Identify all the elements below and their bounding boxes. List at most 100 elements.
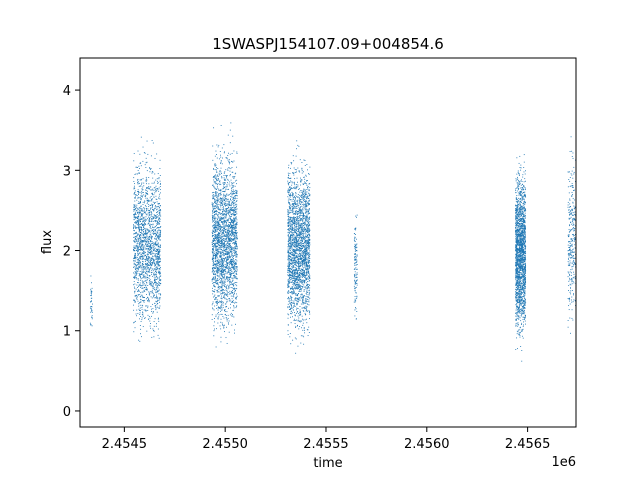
data-point bbox=[158, 219, 160, 221]
data-point bbox=[228, 188, 229, 190]
data-point bbox=[160, 192, 161, 194]
data-point bbox=[219, 291, 221, 293]
data-point bbox=[155, 190, 157, 192]
data-point bbox=[228, 262, 230, 264]
data-point bbox=[230, 196, 232, 197]
data-point bbox=[299, 215, 300, 217]
data-point bbox=[224, 217, 226, 219]
data-point bbox=[229, 290, 231, 292]
data-point bbox=[225, 224, 226, 226]
data-point bbox=[141, 273, 143, 274]
data-point bbox=[146, 238, 148, 240]
data-point bbox=[236, 201, 238, 203]
data-point bbox=[229, 244, 230, 246]
data-point bbox=[217, 200, 219, 202]
data-point bbox=[288, 209, 290, 211]
data-point bbox=[136, 298, 138, 300]
data-point bbox=[296, 300, 298, 302]
data-point bbox=[213, 291, 215, 293]
data-point bbox=[156, 237, 158, 239]
data-point bbox=[227, 205, 229, 207]
data-point bbox=[229, 204, 231, 206]
data-point bbox=[212, 230, 214, 232]
data-point bbox=[137, 197, 139, 199]
data-point bbox=[232, 265, 234, 267]
data-point bbox=[153, 210, 155, 212]
data-point bbox=[135, 260, 136, 262]
data-point bbox=[218, 264, 220, 265]
data-point bbox=[150, 243, 152, 245]
data-point bbox=[223, 282, 225, 284]
data-point bbox=[152, 247, 154, 249]
data-point bbox=[299, 311, 301, 312]
data-point bbox=[213, 325, 215, 327]
data-point bbox=[224, 204, 226, 206]
data-point bbox=[147, 285, 149, 286]
data-point bbox=[148, 219, 150, 221]
data-point bbox=[228, 214, 230, 216]
data-point bbox=[137, 216, 139, 218]
data-point bbox=[230, 266, 232, 268]
data-point bbox=[228, 209, 230, 211]
data-point bbox=[147, 251, 149, 253]
data-point bbox=[138, 231, 140, 233]
data-point bbox=[156, 311, 158, 313]
data-point bbox=[139, 307, 141, 309]
data-point bbox=[223, 213, 225, 215]
data-point bbox=[303, 203, 305, 205]
data-point bbox=[148, 270, 149, 272]
data-point bbox=[214, 263, 216, 265]
data-point bbox=[225, 157, 227, 159]
data-point bbox=[221, 275, 223, 277]
data-point bbox=[304, 160, 306, 161]
data-point bbox=[298, 258, 300, 260]
data-point bbox=[134, 263, 136, 265]
data-point bbox=[290, 272, 292, 274]
data-point bbox=[155, 244, 157, 246]
data-point bbox=[90, 290, 92, 292]
data-point bbox=[232, 239, 234, 241]
data-point bbox=[307, 257, 309, 259]
data-point bbox=[156, 304, 158, 306]
data-point bbox=[153, 187, 155, 189]
data-point bbox=[297, 262, 299, 264]
data-point bbox=[213, 263, 215, 265]
data-point bbox=[297, 220, 299, 222]
data-point bbox=[225, 303, 227, 305]
data-point bbox=[153, 244, 155, 246]
data-point bbox=[145, 219, 147, 221]
data-point bbox=[139, 246, 140, 248]
data-point bbox=[216, 205, 218, 207]
data-point bbox=[136, 235, 138, 237]
data-point bbox=[228, 223, 230, 225]
data-point bbox=[219, 270, 221, 272]
data-point bbox=[221, 197, 223, 199]
data-point bbox=[234, 217, 236, 219]
data-point bbox=[220, 251, 222, 253]
data-point bbox=[217, 257, 219, 259]
data-point bbox=[290, 343, 292, 345]
data-point bbox=[226, 279, 228, 281]
data-point bbox=[222, 269, 224, 271]
data-point bbox=[225, 266, 226, 268]
data-point bbox=[294, 245, 296, 247]
data-point bbox=[287, 317, 289, 319]
data-point bbox=[232, 242, 234, 244]
data-point bbox=[134, 247, 136, 249]
data-point bbox=[156, 180, 158, 182]
data-point bbox=[135, 295, 137, 296]
data-point bbox=[230, 240, 232, 242]
data-point bbox=[150, 189, 152, 191]
data-point bbox=[221, 287, 223, 288]
data-point bbox=[137, 237, 139, 239]
data-point bbox=[215, 200, 217, 202]
data-point bbox=[227, 269, 229, 271]
data-point bbox=[305, 282, 307, 284]
data-point bbox=[217, 259, 219, 261]
data-point bbox=[159, 221, 161, 222]
data-point bbox=[218, 212, 220, 213]
data-point bbox=[226, 243, 228, 244]
data-point bbox=[291, 293, 293, 295]
data-point bbox=[236, 232, 238, 234]
data-point bbox=[215, 178, 217, 180]
